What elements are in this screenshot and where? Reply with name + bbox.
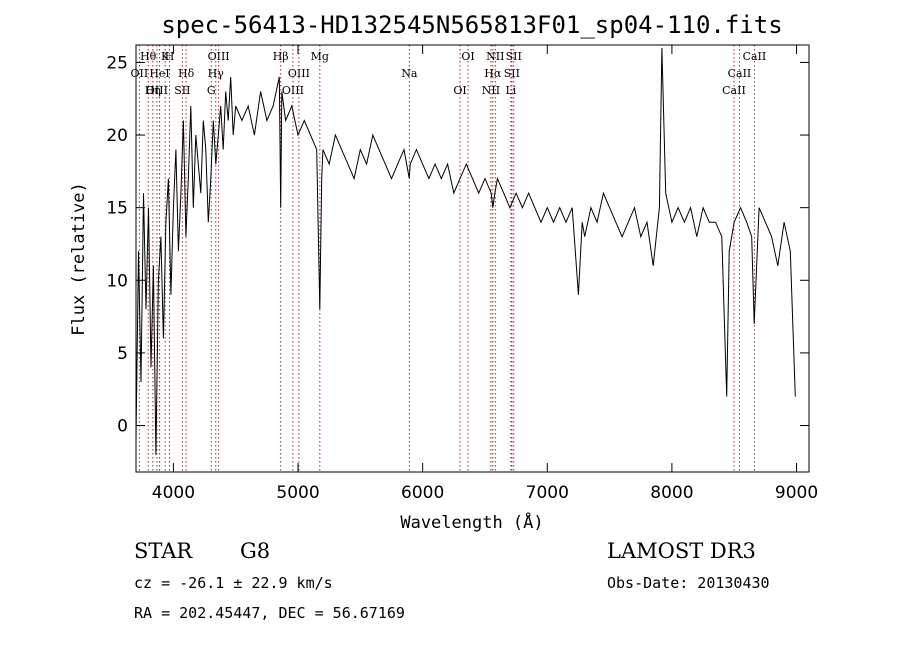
object-class: STAR [134,539,193,563]
coordinates: RA = 202.45447, DEC = 56.67169 [134,604,405,622]
axis-ticks: 4000 5000 6000 7000 8000 9000 0 5 10 15 20 25 [106,45,818,503]
marker-label: Li [505,84,516,97]
redshift-velocity: cz = -26.1 ± 22.9 km/s [134,574,333,592]
y-tick-label: 20 [106,126,128,146]
marker-label: CaII [728,67,752,80]
marker-label: Hδ [178,67,195,80]
y-tick-label: 10 [106,271,128,291]
x-axis-label: Wavelength (Å) [400,511,543,533]
marker-label: Hθ [140,50,157,63]
marker-label: H [165,50,175,63]
marker-label: CaII [743,50,767,63]
x-tick-label: 6000 [401,483,444,503]
x-tick-label: 4000 [152,483,195,503]
marker-label: Na [401,67,418,80]
x-tick-label: 5000 [276,483,319,503]
marker-label: NII [486,50,504,63]
marker-label: OIII [288,67,310,80]
series-layer [135,47,796,455]
marker-label: Mg [311,50,329,63]
marker-label: SII [174,84,190,97]
marker-label: OI [453,84,466,97]
plot-frame [135,44,810,473]
spectrum-line [135,47,796,455]
marker-label: Hβ [273,50,289,63]
marker-label: CaII [722,84,746,97]
x-tick-label: 7000 [526,483,569,503]
x-tick-label: 9000 [775,483,818,503]
marker-label: SII [506,50,522,63]
marker-label: OIII [282,84,304,97]
spectrum-chart: spec-56413-HD132545N565813F01_sp04-110.f… [69,11,818,533]
marker-label: Hγ [208,67,225,80]
marker-label: OIII [146,84,168,97]
y-axis-label: Flux (relative) [69,182,89,336]
chart-title: spec-56413-HD132545N565813F01_sp04-110.f… [161,11,782,39]
marker-label: OI [461,50,474,63]
marker-label: Hη [145,84,161,97]
observation-date: Obs-Date: 20130430 [607,574,770,592]
y-tick-label: 0 [117,417,128,437]
marker-label: K [161,50,170,63]
y-tick-label: 5 [117,344,128,364]
marker-label: OIII [208,50,230,63]
marker-label: HeI [149,67,169,80]
y-tick-label: 25 [106,53,128,73]
line-markers: HθOIIOIIIKHeIHηHHδSIIOIIIHγGHβOIIIOIIIMg… [131,45,767,472]
marker-label: NII [482,84,500,97]
marker-label: SII [504,67,520,80]
subclass: G8 [240,539,271,563]
y-tick-label: 15 [106,199,128,219]
survey-name: LAMOST DR3 [607,539,756,563]
marker-label: Hα [484,67,502,80]
marker-label: G [207,84,216,97]
x-tick-label: 8000 [650,483,693,503]
marker-label: OII [131,67,149,80]
